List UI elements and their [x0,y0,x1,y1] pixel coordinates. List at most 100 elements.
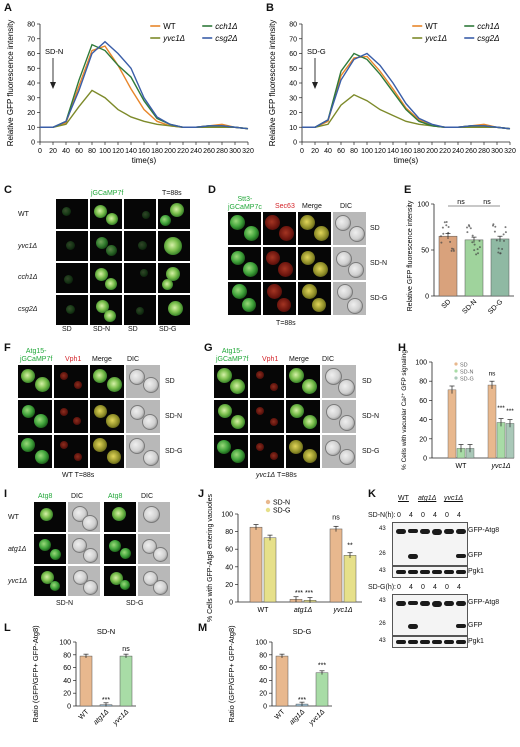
g-img [250,365,284,398]
c-time: T=88s [162,190,182,197]
panel-label-c: C [4,184,12,196]
panel-label-m: M [198,622,208,634]
c-col-sdn: SD-N [93,326,111,333]
data-point [478,239,481,242]
d-ch1-line1: Stt3- [237,196,253,203]
f-ch2-label: Vph1 [65,356,82,363]
k-row1-label: SD-N(h): [368,512,396,519]
y-tick-label: 60 [259,665,267,672]
g-img [214,435,248,468]
f-img [90,365,124,398]
c-img [56,199,88,229]
x-tick-label: 320 [242,148,254,155]
c-img [158,295,190,325]
x-tick-label: 40 [324,148,332,155]
y-tick-label: 40 [259,678,267,685]
c-img [56,295,88,325]
i-img [138,502,170,532]
y-tick-label: 70 [27,36,35,43]
f-ch4-label: DIC [127,356,140,363]
y-tick-label: 0 [31,140,35,147]
y-tick-label: 60 [27,51,35,58]
bar [464,239,484,297]
y-axis-label: Relative GFP fluorescence intensity [268,20,277,147]
y-tick-label: 10 [289,125,297,132]
d-img [263,247,296,280]
k-mw: 26 [379,621,386,627]
f-row-sd: SD [165,378,175,385]
legend-label: SD-G [273,508,291,515]
i-img [34,566,66,596]
g-caption-strain: yvc1Δ [256,472,276,479]
g-row-sd: SD [362,378,372,385]
f-row-sdg: SD-G [165,448,183,455]
i-img [34,502,66,532]
k-time: 0 [397,584,401,591]
y-tick-label: 60 [63,665,71,672]
x-tick-label: 320 [504,148,516,155]
k-band [420,640,430,644]
f-img [18,435,52,468]
k-mw: 43 [379,526,386,532]
g-ch4-label: DIC [322,356,335,363]
d-image-grid [228,212,366,315]
x-tick-label: 260 [465,148,477,155]
data-point [445,224,448,227]
panel-label-g: G [204,342,213,354]
data-point [449,240,452,243]
bar-chart-m: 0 20 40 60 80 100 SD-G Ratio (GFP/GFP+ GFP-Atg8… [227,625,332,728]
bar [263,537,277,603]
k-band [432,529,442,535]
bar-chart-j: 0 20 40 60 80 100 % Cells with GFP-Atg8 enteri… [207,494,362,622]
f-img [18,365,52,398]
x-axis-label: time(s) [394,156,419,165]
d-ch1-line2: jGCaMP7c [228,204,262,212]
legend-label: yvc1Δ [424,34,447,43]
k-band [456,624,466,628]
sig-label: *** [318,663,326,670]
k-time: 4 [433,584,437,591]
g-img [214,400,248,433]
k-time: 0 [421,584,425,591]
data-point [441,226,444,229]
x-tick-label: 20 [49,148,57,155]
series-line-yvc1Δ [40,89,249,130]
data-point [447,226,450,229]
k-band [444,570,454,574]
k-band-label: GFP [468,622,483,629]
legend-swatch [454,376,458,380]
c-img [90,263,122,293]
c-img [56,231,88,261]
f-img [18,400,52,433]
y-tick-label: 80 [225,529,233,536]
panel-label-i: I [4,488,8,500]
i-img [138,566,170,596]
x-tick-label: WT [78,708,91,721]
bar [496,422,506,459]
d-img [333,247,366,280]
x-tick-label: yvc1Δ [332,607,352,614]
g-ch2-label: Vph1 [262,356,279,363]
x-tick-label: SD-G [487,298,504,315]
y-axis-label: Relative GFP fluorescence intensity [407,200,414,311]
sig-label: *** *** [295,590,314,597]
x-tick-label: 280 [478,148,490,155]
k-time: 4 [433,512,437,519]
c-img [124,199,156,229]
i-row-atg1: atg1Δ [8,546,27,553]
i-img [68,502,100,532]
d-row-sd: SD [370,225,380,232]
data-point [504,226,507,229]
bar-chart-l: 0 20 40 60 80 100 SD-N Ratio (GFP/GFP+ GFP-Atg8… [31,625,136,728]
k-blot-1 [392,522,468,566]
g-img [250,435,284,468]
legend-label: SD [460,363,468,369]
d-row-sdn: SD-N [370,260,388,267]
g-ch3-label: Merge [289,356,309,363]
i-img [138,534,170,564]
x-tick-label: 80 [350,148,358,155]
x-tick-label: 120 [374,148,386,155]
panel-label-a: A [4,2,12,14]
c-image-grid [56,199,190,325]
